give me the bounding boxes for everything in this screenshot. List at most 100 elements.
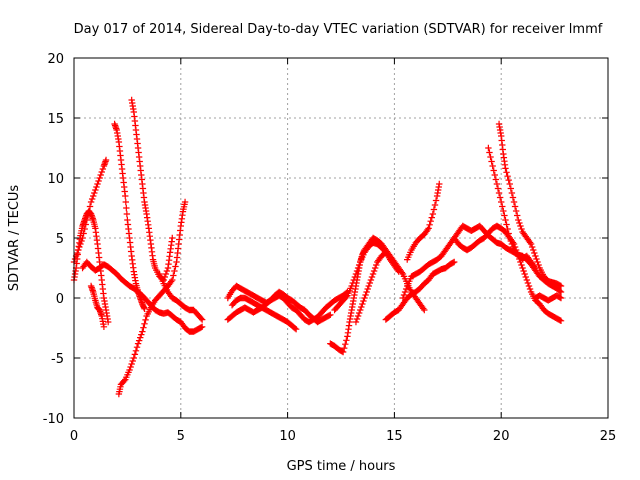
data-point [504,225,511,233]
data-point [122,198,129,206]
y-tick-label: 5 [56,232,64,247]
data-point [291,325,299,332]
data-point [127,363,134,371]
data-point [348,282,355,290]
data-point [131,351,139,358]
data-point [74,249,81,257]
data-point [535,261,542,269]
data-point [104,318,112,326]
data-point [140,324,147,331]
data-point [139,328,146,335]
data-point [96,174,103,182]
data-point [141,320,148,327]
x-tick-label: 10 [279,429,296,444]
data-point [339,348,347,356]
data-point [357,306,364,314]
series-track-p [404,180,443,263]
data-point [81,225,88,233]
data-point [556,287,564,295]
data-point [86,203,94,210]
data-point [366,279,374,287]
data-point [519,264,526,272]
data-point [100,323,108,330]
data-point [512,207,520,215]
data-point [364,285,371,293]
data-point [425,225,432,232]
series-track-j [224,288,334,326]
data-point [509,243,517,251]
data-point [354,264,362,272]
data-point [502,216,509,224]
data-point [353,267,361,275]
data-point [360,297,367,305]
data-point [526,285,534,293]
data-point [494,185,502,192]
data-point [352,318,360,326]
data-point [130,354,138,362]
data-point [528,243,536,251]
data-point [132,347,140,354]
x-tick-label: 25 [600,429,617,444]
data-point [491,171,498,179]
data-point [94,180,101,188]
data-point [355,309,363,317]
data-point [506,234,513,242]
data-point [373,261,380,269]
data-point [489,162,496,170]
data-point [133,344,141,351]
data-point [532,252,539,260]
data-point [90,192,97,200]
data-point [368,273,376,281]
data-point [352,270,360,278]
series-track-m [331,239,402,314]
data-point [92,186,99,194]
data-point [343,337,350,344]
data-point [496,194,504,201]
data-point [198,323,206,330]
data-point [525,282,533,290]
data-point [502,165,509,172]
data-point [428,214,435,221]
data-point [129,357,136,365]
plot-frame [73,57,609,419]
x-tick-label: 5 [177,429,185,444]
data-point [518,225,525,233]
series-track-o [382,258,458,323]
series-track-k [228,294,300,333]
data-point [531,263,538,270]
data-point [169,234,176,242]
data-point [557,282,565,290]
data-point [97,171,104,179]
data-point [162,270,170,278]
data-point [518,261,525,269]
y-axis-label: SDTVAR / TECUs [7,185,22,292]
data-point [123,204,130,212]
data-point [353,315,361,323]
data-point [505,230,512,237]
data-point [382,249,390,256]
data-point [163,267,171,275]
data-point [430,206,438,213]
data-point [487,153,494,161]
data-point [517,222,524,230]
data-point [395,268,402,275]
series-track-c [79,258,206,335]
data-point [493,180,501,188]
data-point [429,210,437,218]
data-point [510,198,518,206]
data-point [499,203,506,210]
data-point [394,266,401,274]
data-point [349,279,356,287]
data-point [507,185,515,192]
series-track-u [532,292,565,304]
data-point [120,377,128,384]
data-point [515,216,522,224]
data-point [122,192,129,200]
data-point [181,198,189,206]
series-track-e [111,120,148,312]
data-point [557,294,565,302]
data-point [137,334,144,341]
data-point [369,270,377,278]
data-point [557,317,565,324]
data-point [508,240,516,248]
